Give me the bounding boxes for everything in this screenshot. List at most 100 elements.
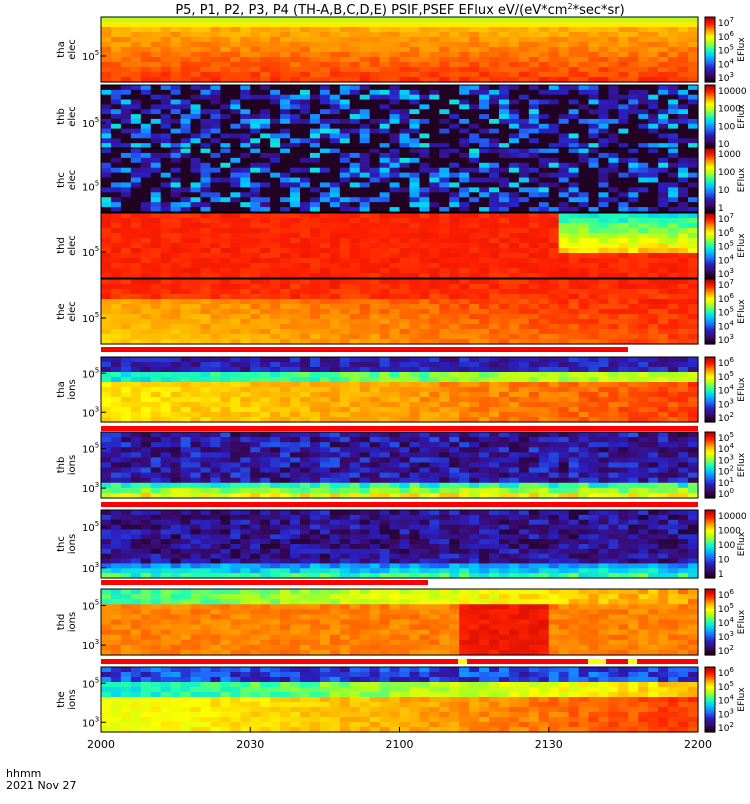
heatmap-cell <box>419 123 430 130</box>
heatmap-cell <box>459 32 470 38</box>
heatmap-cell <box>250 289 261 295</box>
heatmap-cell <box>508 162 520 169</box>
heatmap-cell <box>668 319 679 325</box>
heatmap-cell <box>170 187 182 193</box>
heatmap-cell <box>150 477 162 484</box>
heatmap-cell <box>240 392 251 398</box>
heatmap-cell <box>120 472 132 479</box>
heatmap-cell <box>270 182 281 188</box>
heatmap-cell <box>399 114 411 120</box>
heatmap-cell <box>449 94 460 101</box>
heatmap-cell <box>150 387 162 393</box>
heatmap-cell <box>180 148 192 154</box>
heatmap-cell <box>319 99 331 105</box>
heatmap-cell <box>369 42 381 48</box>
heatmap-cell <box>250 294 261 300</box>
heatmap-cell <box>379 152 391 159</box>
heatmap-cell <box>250 299 261 305</box>
heatmap-cell <box>608 402 619 408</box>
heatmap-cell <box>508 273 520 279</box>
heatmap-cell <box>339 138 351 144</box>
heatmap-cell <box>389 143 401 149</box>
heatmap-cell <box>140 17 152 23</box>
heatmap-cell <box>688 243 699 249</box>
heatmap-cell <box>558 182 570 188</box>
heatmap-cell <box>688 157 699 164</box>
heatmap-cell <box>379 104 391 110</box>
heatmap-cell <box>120 148 132 154</box>
heatmap-cell <box>568 319 580 325</box>
heatmap-cell <box>200 279 212 285</box>
heatmap-cell <box>598 77 610 83</box>
heatmap-cell <box>319 243 331 249</box>
heatmap-cell <box>110 27 122 33</box>
heatmap-cell <box>578 85 590 91</box>
heatmap-cell <box>120 172 132 179</box>
heatmap-cell <box>628 77 639 83</box>
heatmap-cell <box>499 289 510 295</box>
heatmap-cell <box>180 452 192 458</box>
heatmap-cell <box>290 114 301 120</box>
heatmap-cell <box>369 382 381 388</box>
heatmap-cell <box>568 148 580 154</box>
heatmap-cell <box>528 182 540 188</box>
heatmap-cell <box>688 372 699 378</box>
heatmap-cell <box>339 334 351 340</box>
heatmap-cell <box>628 304 639 310</box>
heatmap-cell <box>499 162 510 169</box>
heatmap-cell <box>290 309 301 315</box>
heatmap-cell <box>628 273 639 279</box>
heatmap-cell <box>230 447 241 453</box>
heatmap-cell <box>528 248 540 254</box>
heatmap-cell <box>608 233 619 239</box>
heatmap-cell <box>319 104 331 110</box>
heatmap-cell <box>349 67 361 73</box>
heatmap-cell <box>220 417 231 423</box>
heatmap-cell <box>528 207 540 213</box>
heatmap-cell <box>499 99 510 105</box>
heatmap-cell <box>170 397 182 403</box>
heatmap-cell <box>210 452 221 458</box>
heatmap-cell <box>329 109 341 115</box>
heatmap-cell <box>528 17 540 23</box>
heatmap-cell <box>489 248 500 254</box>
heatmap-cell <box>499 339 510 345</box>
heatmap-cell <box>489 77 500 83</box>
heatmap-cell <box>538 162 550 169</box>
heatmap-cell <box>101 382 112 388</box>
heatmap-cell <box>429 417 440 423</box>
heatmap-cell <box>170 157 182 164</box>
heatmap-cell <box>140 248 152 254</box>
heatmap-cell <box>120 299 132 305</box>
heatmap-cell <box>270 109 281 115</box>
heatmap-cell <box>459 329 470 335</box>
heatmap-cell <box>150 447 162 453</box>
heatmap-cell <box>379 377 391 383</box>
heatmap-cell <box>300 177 311 184</box>
heatmap-cell <box>558 233 570 239</box>
heatmap-cell <box>319 138 331 144</box>
heatmap-cell <box>489 187 500 193</box>
heatmap-cell <box>280 319 291 325</box>
heatmap-cell <box>180 467 192 474</box>
heatmap-cell <box>230 314 241 320</box>
heatmap-cell <box>170 289 182 295</box>
heatmap-cell <box>459 17 470 23</box>
heatmap-cell <box>250 37 261 43</box>
heatmap-cell <box>210 118 221 125</box>
heatmap-cell <box>300 37 311 43</box>
heatmap-cell <box>598 62 610 68</box>
heatmap-cell <box>140 392 152 398</box>
heatmap-cell <box>688 387 699 393</box>
heatmap-cell <box>180 167 192 174</box>
heatmap-cell <box>688 213 699 219</box>
heatmap-cell <box>668 299 679 305</box>
heatmap-cell <box>240 482 251 489</box>
heatmap-cell <box>270 319 281 325</box>
heatmap-cell <box>499 109 510 115</box>
heatmap-cell <box>190 462 202 469</box>
heatmap-cell <box>678 213 689 219</box>
heatmap-cell <box>339 152 351 159</box>
heatmap-cell <box>359 319 371 325</box>
heatmap-cell <box>538 17 550 23</box>
